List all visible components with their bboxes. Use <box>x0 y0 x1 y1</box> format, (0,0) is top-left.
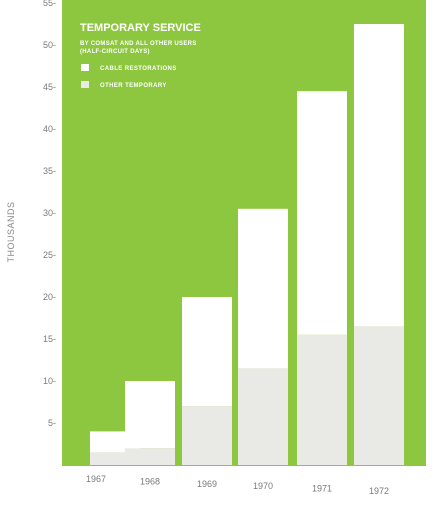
x-tick-label-1968: 1968 <box>140 476 160 486</box>
legend-label-other-temporary: OTHER TEMPORARY <box>100 83 167 89</box>
x-tick-label-1967: 1967 <box>86 474 106 484</box>
y-axis: 5- 10- 15- 20- 25- 30- 35- 40- 45- 50- 55- <box>43 0 56 428</box>
chart-title: TEMPORARY SERVICE <box>80 22 201 34</box>
bar-1970-other-temporary <box>238 368 288 465</box>
y-tick-label-45: 45- <box>43 82 56 92</box>
legend-label-cable-restorations: CABLE RESTORATIONS <box>100 66 177 72</box>
bar-1969-cable-restorations <box>182 297 232 407</box>
bar-1968-other-temporary <box>125 448 175 465</box>
legend: CABLE RESTORATIONS OTHER TEMPORARY <box>81 64 177 89</box>
y-tick-label-15: 15- <box>43 334 56 344</box>
bar-1972-cable-restorations <box>354 24 404 327</box>
y-tick-label-35: 35- <box>43 166 56 176</box>
chart-subtitle-line-2: (HALF-CIRCUIT DAYS) <box>80 49 150 55</box>
legend-swatch-cable-restorations <box>81 64 89 71</box>
bar-1972-other-temporary <box>354 326 404 465</box>
y-tick-label-10: 10- <box>43 376 56 386</box>
x-tick-label-1970: 1970 <box>253 481 273 491</box>
bar-1971-cable-restorations <box>297 91 347 335</box>
x-tick-label-1969: 1969 <box>197 479 217 489</box>
y-tick-label-30: 30- <box>43 208 56 218</box>
bar-1968-cable-restorations <box>125 381 175 449</box>
y-tick-label-5: 5- <box>48 418 56 428</box>
x-tick-label-1972: 1972 <box>369 486 389 496</box>
y-tick-label-25: 25- <box>43 250 56 260</box>
y-axis-label: THOUSANDS <box>6 201 16 262</box>
y-tick-label-55: 55- <box>43 0 56 8</box>
bar-1971-other-temporary <box>297 334 347 465</box>
y-tick-label-40: 40- <box>43 124 56 134</box>
legend-swatch-other-temporary <box>81 81 89 88</box>
y-tick-label-20: 20- <box>43 292 56 302</box>
y-tick-label-50: 50- <box>43 40 56 50</box>
bars-group <box>90 24 404 465</box>
chart-subtitle-line-1: BY COMSAT AND ALL OTHER USERS <box>80 41 197 47</box>
x-tick-label-1971: 1971 <box>312 484 332 494</box>
x-axis: 1967 1968 1969 1970 1971 1972 <box>86 474 389 496</box>
bar-1969-other-temporary <box>182 406 232 465</box>
bar-1970-cable-restorations <box>238 208 288 369</box>
